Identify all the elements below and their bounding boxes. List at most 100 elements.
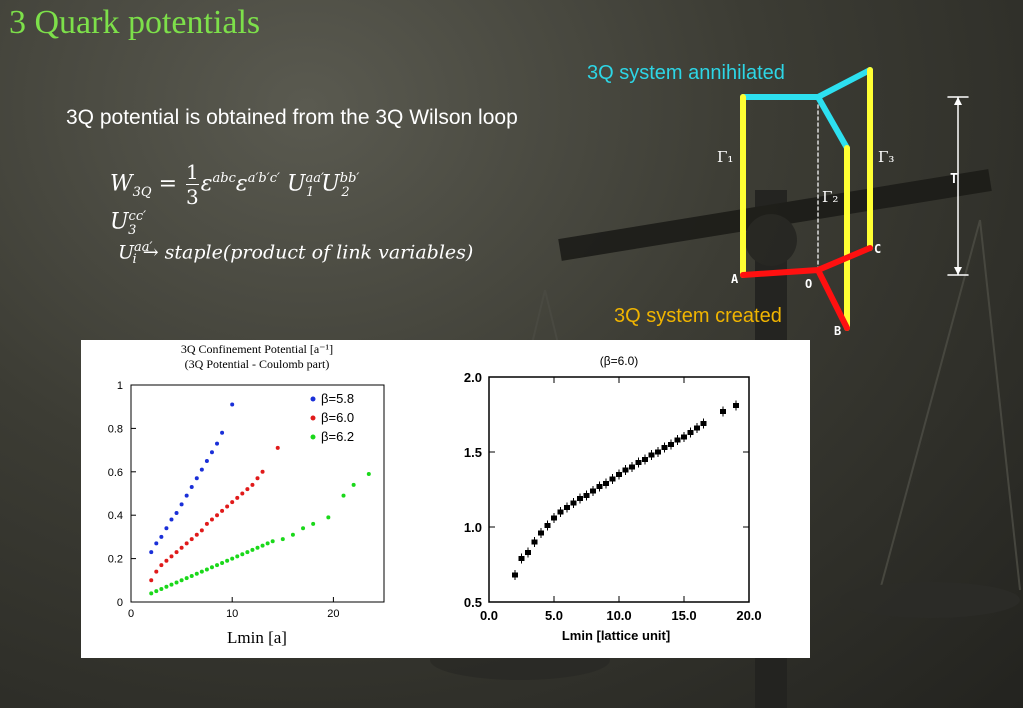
chart1-point	[245, 487, 250, 492]
u3-sub: 3	[128, 222, 137, 238]
chart1-point	[215, 513, 220, 518]
chart1-point	[174, 580, 179, 585]
u1-sup: aa′	[305, 171, 324, 187]
w-symbol: W	[110, 171, 133, 197]
gamma3-label: Γ₃	[878, 148, 895, 166]
chart1-point	[220, 430, 225, 435]
chart1-point	[351, 482, 356, 487]
chart1-point	[199, 467, 204, 472]
bottom-spatial-links	[740, 245, 873, 331]
chart1-point	[265, 541, 270, 546]
top-spatial-links	[740, 67, 873, 151]
chart1-point	[154, 589, 159, 594]
point-b-label: B	[834, 324, 842, 338]
chart1-ytick-label: 0.2	[108, 554, 123, 566]
chart1-point	[159, 534, 164, 539]
chart1-point	[255, 476, 260, 481]
gamma2-label: Γ₂	[822, 188, 839, 206]
chart1-point	[154, 569, 159, 574]
u2-symbol: U	[321, 171, 340, 197]
chart2-xtick-label: 0.0	[480, 608, 498, 623]
chart1-point	[230, 556, 235, 561]
chart1-point	[179, 502, 184, 507]
slide-title: 3 Quark potentials	[9, 4, 261, 41]
chart1-point	[366, 471, 371, 476]
epsilon-2-indices: a′b′c′	[247, 171, 280, 187]
chart1-legend-label: β=5.8	[321, 391, 354, 406]
chart1-point	[189, 573, 194, 578]
chart1-point	[240, 552, 245, 557]
chart1-point	[220, 560, 225, 565]
chart2-ytick-label: 2.0	[464, 370, 482, 385]
chart2-ytick-label: 0.5	[464, 595, 482, 610]
ui-sup: aa′	[134, 240, 153, 255]
chart1-point	[209, 517, 214, 522]
chart1-point	[174, 511, 179, 516]
chart1-legend-label: β=6.2	[321, 429, 354, 444]
staple-text: → staple(product of link variables)	[142, 241, 474, 264]
chart1-point	[164, 526, 169, 531]
equals-sign: =	[158, 171, 177, 197]
chart1-subtitle: (3Q Potential - Coulomb part)	[185, 357, 330, 371]
point-o-label: O	[805, 277, 813, 291]
chart1-point	[215, 441, 220, 446]
chart1-point	[311, 521, 316, 526]
chart1-point	[275, 445, 280, 450]
u3-symbol: U	[110, 209, 129, 235]
annihilated-label: 3Q system annihilated	[587, 62, 785, 84]
chart1-point	[341, 493, 346, 498]
ui-symbol: U	[118, 241, 135, 264]
epsilon-2: ε	[235, 171, 248, 197]
chart1-point	[154, 541, 159, 546]
chart1-point	[255, 545, 260, 550]
chart2-ytick-label: 1.0	[464, 520, 482, 535]
chart1-legend-marker	[310, 415, 316, 421]
chart1-point	[230, 402, 235, 407]
u3-sup: cc′	[128, 209, 147, 224]
chart1-point	[189, 484, 194, 489]
chart1-point	[235, 495, 240, 500]
chart1-point	[169, 554, 174, 559]
chart1-point	[204, 458, 209, 463]
chart1-point	[179, 578, 184, 583]
wilson-loop-equation: W3Q = 1 3 εabcεa′b′c′ Uaa′1 Ubb′2 Ucc′3	[110, 160, 383, 238]
chart1-point	[225, 504, 230, 509]
chart1-point	[194, 571, 199, 576]
chart2-xtick-label: 10.0	[606, 608, 631, 623]
u1-symbol: U	[286, 171, 306, 197]
chart1-point	[184, 576, 189, 581]
chart1-point	[204, 567, 209, 572]
chart1-ytick-label: 0.6	[108, 467, 123, 479]
chart1-ytick-label: 0	[117, 597, 123, 609]
chart1-point	[149, 578, 154, 583]
time-label: T	[950, 172, 958, 187]
chart1-point	[174, 550, 179, 555]
chart1-point	[235, 554, 240, 559]
chart1-point	[184, 541, 189, 546]
chart1-point	[204, 521, 209, 526]
chart1-legend-marker	[310, 396, 316, 402]
chart2-xtick-label: 15.0	[671, 608, 696, 623]
chart1-point	[179, 545, 184, 550]
chart1-point	[220, 508, 225, 513]
chart1-xtick-label: 0	[128, 608, 134, 620]
chart1-point	[209, 565, 214, 570]
chart1-point	[169, 582, 174, 587]
chart1-point	[159, 586, 164, 591]
chart1-point	[149, 591, 154, 596]
chart2-frame	[488, 376, 750, 603]
chart1-point	[194, 532, 199, 537]
chart1-point	[301, 526, 306, 531]
u2-sup: bb′	[339, 171, 360, 187]
chart1-point	[194, 476, 199, 481]
chart1-point	[270, 539, 275, 544]
chart1-legend-label: β=6.0	[321, 410, 354, 425]
chart1-point	[260, 543, 265, 548]
chart1-point	[260, 469, 265, 474]
point-c-label: C	[874, 242, 882, 256]
chart1-title: 3Q Confinement Potential [a⁻¹]	[181, 342, 333, 356]
epsilon-1: ε	[200, 171, 213, 197]
